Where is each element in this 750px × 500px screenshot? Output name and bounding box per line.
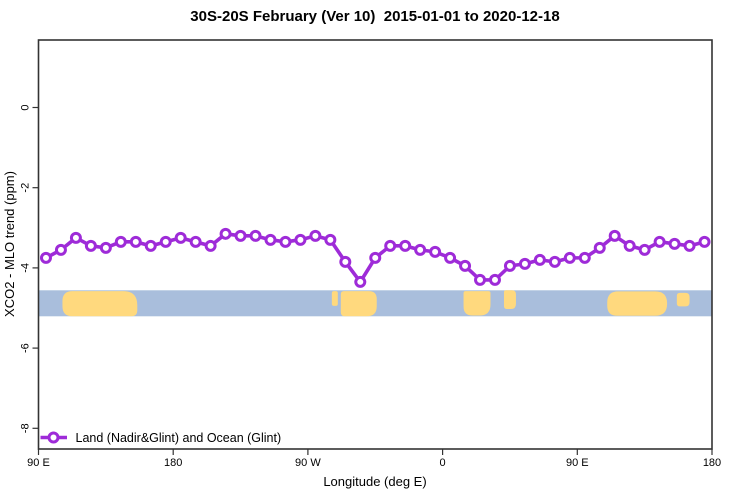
data-marker <box>114 235 127 248</box>
data-marker <box>653 235 666 248</box>
data-marker <box>399 239 412 252</box>
data-marker <box>159 235 172 248</box>
y-axis-ticks: 0 -2 -4 -6 -8 <box>19 104 39 433</box>
data-marker <box>99 241 112 254</box>
data-marker <box>219 227 232 240</box>
data-marker <box>39 251 52 264</box>
data-marker <box>84 239 97 252</box>
x-tick-label: 0 <box>440 457 446 469</box>
data-marker <box>279 235 292 248</box>
data-marker <box>608 229 621 242</box>
legend: Land (Nadir&Glint) and Ocean (Glint) <box>40 431 282 445</box>
data-marker <box>683 239 696 252</box>
data-marker <box>429 245 442 258</box>
data-marker <box>444 251 457 264</box>
data-series <box>39 227 711 288</box>
data-marker <box>249 229 262 242</box>
x-tick-label: 180 <box>703 457 721 469</box>
x-tick-label: 90 E <box>566 457 589 469</box>
data-marker <box>638 243 651 256</box>
x-tick-label: 180 <box>164 457 182 469</box>
data-marker <box>668 237 681 250</box>
data-marker <box>488 273 501 286</box>
y-axis-title: XCO2 - MLO trend (ppm) <box>2 171 17 317</box>
land-ocean-band <box>38 290 712 317</box>
data-marker <box>354 275 367 288</box>
land-blob <box>607 291 668 316</box>
data-marker <box>518 257 531 270</box>
land-blob <box>340 291 377 317</box>
y-tick-label: -6 <box>19 343 31 353</box>
data-marker <box>384 239 397 252</box>
plot-frame <box>37 39 713 450</box>
data-marker <box>324 233 337 246</box>
data-marker <box>144 239 157 252</box>
data-marker <box>69 231 82 244</box>
land-blob <box>503 290 516 310</box>
land-blob <box>463 291 491 316</box>
y-tick-label: -2 <box>19 183 31 193</box>
x-tick-label: 90 E <box>27 457 50 469</box>
x-axis-title: Longitude (deg E) <box>323 474 427 489</box>
data-marker <box>548 255 561 268</box>
y-tick-label: -4 <box>19 263 31 273</box>
data-marker <box>129 235 142 248</box>
data-marker <box>369 251 382 264</box>
data-marker <box>309 229 322 242</box>
data-marker <box>54 243 67 256</box>
data-marker <box>578 251 591 264</box>
data-marker <box>459 259 472 272</box>
data-marker <box>204 239 217 252</box>
legend-key-marker <box>47 431 60 444</box>
data-marker <box>234 229 247 242</box>
land-blob <box>331 291 338 306</box>
x-tick-label: 90 W <box>295 457 321 469</box>
data-marker <box>533 253 546 266</box>
data-marker <box>698 235 711 248</box>
data-marker <box>593 241 606 254</box>
data-marker <box>294 233 307 246</box>
data-marker <box>563 251 576 264</box>
data-marker <box>264 233 277 246</box>
chart-title: 30S-20S February (Ver 10) 2015-01-01 to … <box>190 8 560 25</box>
data-marker <box>623 239 636 252</box>
land-blob <box>676 292 690 307</box>
x-axis-ticks: 90 E 180 90 W 0 90 E 180 <box>27 449 721 469</box>
land-blob <box>62 291 138 317</box>
data-marker <box>474 273 487 286</box>
y-tick-label: -8 <box>19 423 31 433</box>
legend-label: Land (Nadir&Glint) and Ocean (Glint) <box>76 431 282 445</box>
data-marker <box>189 235 202 248</box>
data-marker <box>414 243 427 256</box>
y-tick-label: 0 <box>19 104 31 110</box>
plot-box <box>37 39 713 450</box>
data-marker <box>174 231 187 244</box>
data-marker <box>339 255 352 268</box>
data-marker <box>503 259 516 272</box>
